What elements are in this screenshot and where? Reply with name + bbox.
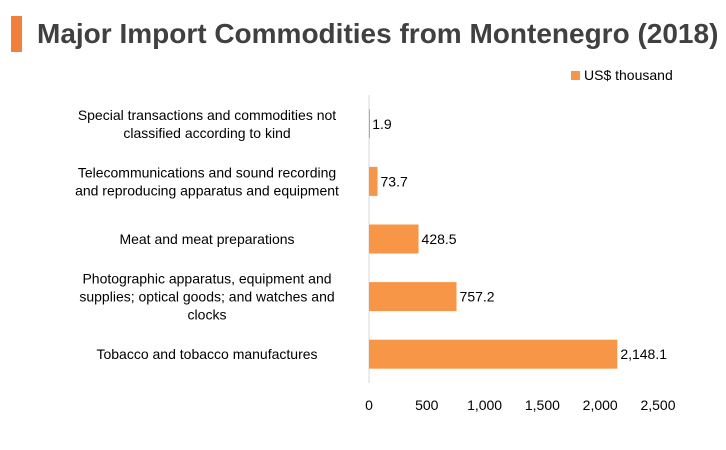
category-label: Special transactions and commodities not — [78, 107, 336, 123]
category-label: Telecommunications and sound recording — [78, 164, 336, 180]
bar — [369, 339, 618, 369]
title-accent-bar — [11, 16, 22, 52]
x-tick-label: 2,000 — [583, 397, 618, 413]
category-label: classified according to kind — [123, 125, 290, 141]
bar — [369, 166, 378, 196]
category-label: clocks — [188, 307, 227, 323]
data-label: 73.7 — [381, 173, 408, 189]
category-label: Photographic apparatus, equipment and — [82, 271, 331, 287]
category-label: Meat and meat preparations — [119, 231, 294, 247]
data-label: 428.5 — [422, 231, 457, 247]
x-tick-label: 1,000 — [467, 397, 502, 413]
x-tick-label: 0 — [365, 397, 373, 413]
data-label: 1.9 — [372, 116, 392, 132]
data-label: 2,148.1 — [620, 346, 667, 362]
x-tick-label: 1,500 — [525, 397, 560, 413]
legend-swatch — [571, 71, 580, 80]
legend-label: US$ thousand — [584, 67, 673, 83]
x-tick-label: 500 — [415, 397, 439, 413]
bar — [369, 224, 419, 254]
bar — [369, 282, 457, 312]
category-label: Tobacco and tobacco manufactures — [96, 346, 317, 362]
category-label: supplies; optical goods; and watches and — [79, 289, 334, 305]
page-title: Major Import Commodities from Montenegro… — [37, 18, 719, 49]
x-tick-label: 2,500 — [640, 397, 675, 413]
category-label: and reproducing apparatus and equipment — [75, 182, 339, 198]
bar — [369, 109, 370, 139]
data-label: 757.2 — [460, 289, 495, 305]
